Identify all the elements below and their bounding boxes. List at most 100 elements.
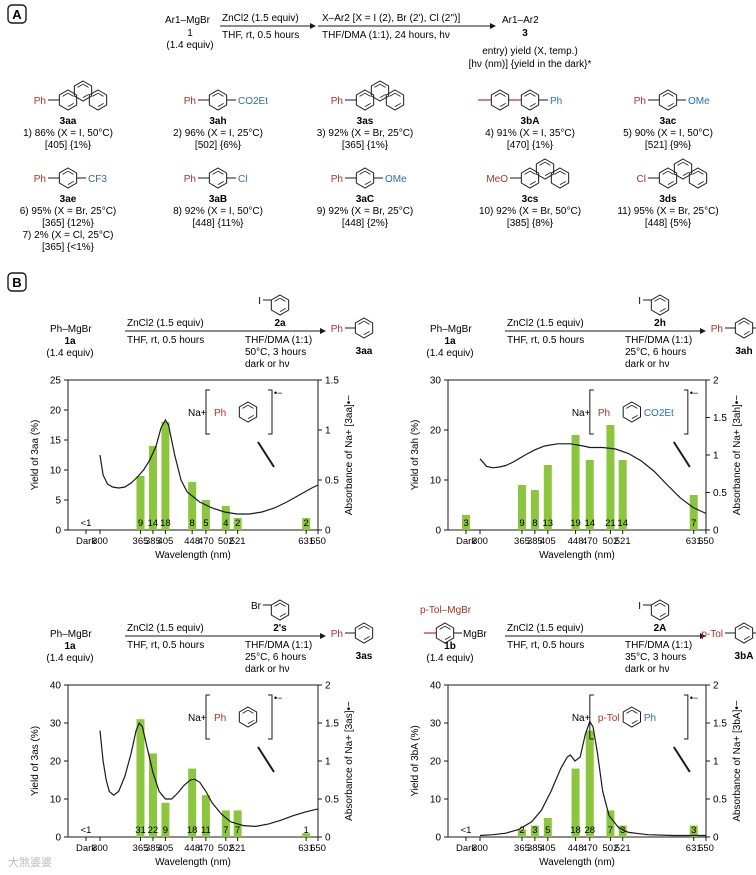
y2-tick-label: 1 bbox=[713, 757, 719, 768]
reagent-id: 1a bbox=[64, 641, 76, 652]
y-tick-label: 10 bbox=[430, 476, 442, 487]
bar-value-label: <1 bbox=[81, 518, 92, 529]
halide-atom: I bbox=[258, 296, 261, 307]
product-id: 3aa bbox=[356, 346, 373, 357]
step2-top: X–Ar2 [X = I (2), Br (2'), Cl (2'')] bbox=[322, 13, 460, 24]
compound-yield: 11) 95% (X = Br, 25°C) bbox=[617, 206, 718, 217]
x-tick-label: 470 bbox=[198, 536, 214, 547]
x-tick-label: 385 bbox=[145, 536, 161, 547]
compound-yield: 9) 92% (X = Br, 25°C) bbox=[317, 206, 414, 217]
reagent: Ph–MgBr bbox=[50, 324, 92, 335]
condition-temp: 50°C, 3 hours bbox=[245, 347, 306, 358]
bar-448 bbox=[188, 768, 197, 837]
bar-385 bbox=[148, 446, 157, 530]
x-tick-label: 631 bbox=[686, 536, 702, 547]
bar-value-label: 28 bbox=[584, 825, 595, 836]
bar-502 bbox=[221, 810, 230, 837]
y-tick-label: 10 bbox=[50, 795, 62, 806]
y-tick-label: 0 bbox=[55, 833, 61, 844]
bar-value-label: 18 bbox=[187, 825, 198, 836]
y-tick-label: 0 bbox=[435, 833, 441, 844]
radical-anion-structure: Na+ p-Tol Ph •− bbox=[572, 693, 698, 773]
bar-502 bbox=[221, 506, 230, 530]
compound-yield: 8) 92% (X = I, 50°C) bbox=[173, 206, 263, 217]
x-tick-label: 448 bbox=[184, 536, 200, 547]
y-axis-label: Yield of 3bA (%) bbox=[410, 725, 421, 796]
condition-temp: 25°C, 6 hours bbox=[625, 347, 686, 358]
x-axis-label: Wavelength (nm) bbox=[539, 550, 615, 561]
x-tick-label: 521 bbox=[230, 843, 246, 854]
y-tick-label: 25 bbox=[50, 376, 62, 387]
compound-wavelength: [502] {6%} bbox=[195, 140, 242, 151]
y-tick-label: 30 bbox=[430, 719, 442, 730]
bar-value-label: 13 bbox=[543, 518, 554, 529]
product-id: 3 bbox=[522, 28, 528, 39]
condition-solvent: THF/DMA (1:1) bbox=[625, 640, 692, 651]
x-tick-label: 365 bbox=[514, 536, 530, 547]
compound-wavelength: [405] {1%} bbox=[45, 140, 92, 151]
panel-a: A Ar1–MgBr 1 (1.4 equiv) ZnCl2 (1.5 equi… bbox=[7, 4, 719, 253]
y-tick-label: 15 bbox=[50, 436, 62, 447]
bar-value-label: 7 bbox=[608, 825, 613, 836]
halide-atom: Br bbox=[251, 601, 262, 612]
x-tick-label: 448 bbox=[568, 536, 584, 547]
reagent-equiv: (1.4 equiv) bbox=[426, 348, 473, 359]
chart-3: 0 10 20 30 40 0 0.5 1 1.5 2 Yield of 3bA (%) Absorb… bbox=[410, 681, 743, 869]
halide-atom: I bbox=[638, 296, 641, 307]
step2-bottom: THF/DMA (1:1), 24 hours, hν bbox=[322, 30, 450, 41]
bar-value-label: 3 bbox=[532, 825, 537, 836]
x-tick-label: 448 bbox=[184, 843, 200, 854]
x-tick-label: Dark bbox=[76, 843, 96, 854]
y2-axis-label: Absorbance of Na+ [3aa]•− bbox=[344, 395, 355, 515]
sodium-counterion: Na+ bbox=[572, 713, 591, 724]
step1-bottom: THF, rt, 0.5 hours bbox=[222, 30, 299, 41]
y2-tick-label: 1 bbox=[325, 757, 331, 768]
y-tick-label: 0 bbox=[55, 526, 61, 537]
reagent: Ph–MgBr bbox=[430, 324, 472, 335]
right-substituent: OMe bbox=[688, 96, 710, 107]
bar-value-label: 3 bbox=[463, 518, 468, 529]
bar-385 bbox=[530, 490, 539, 530]
x-tick-label: 502 bbox=[218, 536, 234, 547]
left-substituent: Ph bbox=[634, 96, 646, 107]
tolyl-ring-icon bbox=[490, 89, 510, 111]
right-substituent: CF3 bbox=[88, 174, 107, 185]
y2-tick-label: 0.5 bbox=[713, 795, 727, 806]
aryl-ring-icon bbox=[520, 89, 540, 111]
product-ring-icon bbox=[354, 317, 374, 339]
condition-solvent: THF/DMA (1:1) bbox=[245, 335, 312, 346]
reagent: MgBr bbox=[463, 629, 488, 640]
compound-wavelength: [448] {2%} bbox=[342, 218, 389, 229]
x-tick-label: 405 bbox=[540, 536, 556, 547]
bar-value-label: 4 bbox=[223, 518, 228, 529]
x-tick-label: 631 bbox=[686, 843, 702, 854]
legend-line2: [hν (nm)] {yield in the dark}* bbox=[469, 59, 592, 70]
y2-tick-label: 2 bbox=[713, 681, 719, 692]
reagent-equiv: (1.4 equiv) bbox=[166, 40, 213, 51]
y-tick-label: 20 bbox=[50, 757, 62, 768]
x-axis-label: Wavelength (nm) bbox=[155, 857, 231, 868]
panel-label-b: B bbox=[12, 275, 21, 290]
compound-yield: 3) 92% (X = Br, 25°C) bbox=[317, 128, 414, 139]
bar-value-label: 9 bbox=[138, 518, 143, 529]
chart-2: 0 10 20 30 40 0 0.5 1 1.5 2 Yield of 3as (%) Absorb… bbox=[30, 681, 355, 869]
compound-yield: 1) 86% (X = I, 50°C) bbox=[23, 128, 113, 139]
reagent-id: 1 bbox=[187, 28, 193, 39]
bar-value-label: <1 bbox=[81, 825, 92, 836]
y2-tick-label: 1.5 bbox=[713, 719, 727, 730]
x-tick-label: 385 bbox=[527, 536, 543, 547]
halide-id: 2a bbox=[274, 318, 286, 329]
radical-ring-icon bbox=[622, 401, 641, 423]
bar-value-label: <1 bbox=[461, 825, 472, 836]
halide-id: 2h bbox=[654, 318, 666, 329]
bar-value-label: 19 bbox=[570, 518, 581, 529]
bar-value-label: 3 bbox=[620, 825, 625, 836]
aryl-ring-icon bbox=[658, 89, 678, 111]
